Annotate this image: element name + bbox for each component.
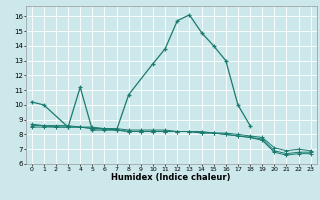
X-axis label: Humidex (Indice chaleur): Humidex (Indice chaleur): [111, 173, 231, 182]
